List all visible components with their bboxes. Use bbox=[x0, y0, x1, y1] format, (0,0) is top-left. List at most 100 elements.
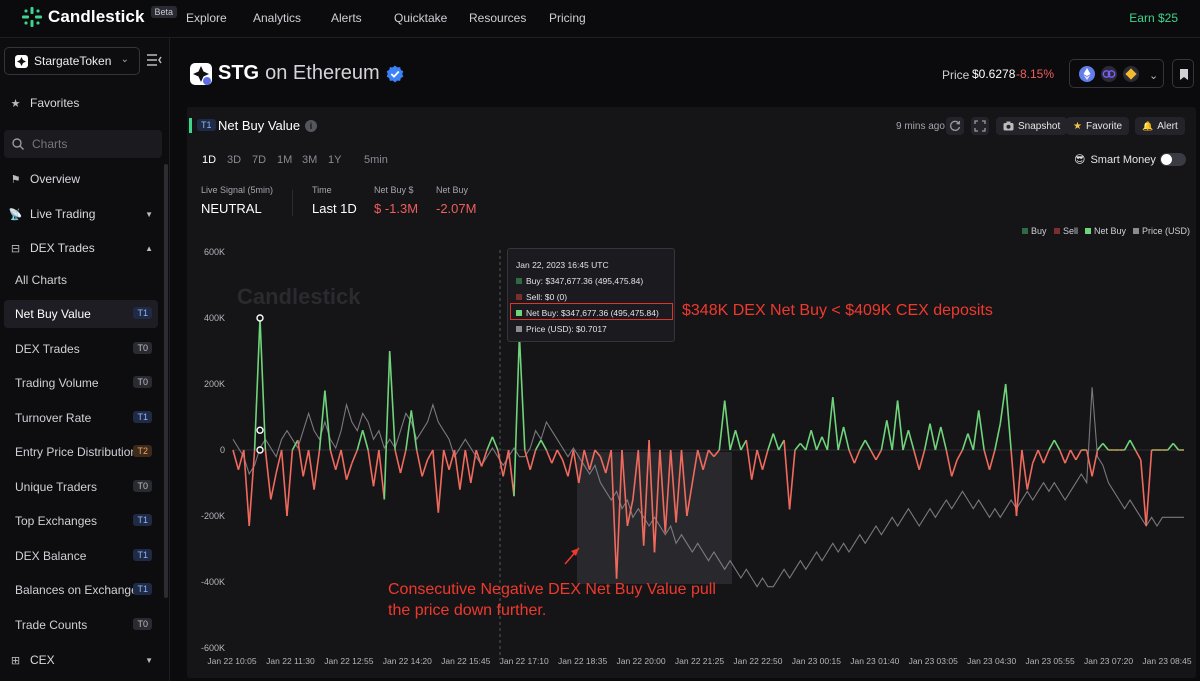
sidebar-item-all-charts[interactable]: All Charts bbox=[4, 266, 158, 294]
legend-buy[interactable]: Buy bbox=[1022, 226, 1047, 236]
net-buy-segment bbox=[826, 397, 834, 451]
interval-5min[interactable]: 5min bbox=[364, 154, 388, 166]
refresh-button[interactable] bbox=[946, 117, 964, 135]
nav-analytics[interactable]: Analytics bbox=[253, 11, 302, 25]
range-7d[interactable]: 7D bbox=[252, 154, 267, 166]
sidebar-item-dex-trades[interactable]: DEX Trades T0 bbox=[4, 335, 158, 363]
nav-resources[interactable]: Resources bbox=[469, 11, 527, 25]
x-tick-label: Jan 23 05:55 bbox=[1026, 656, 1075, 666]
sidebar-item-dex-balance[interactable]: DEX Balance T1 bbox=[4, 542, 158, 570]
net-buy-segment bbox=[1010, 449, 1018, 517]
annotation-highlight-box bbox=[510, 303, 673, 320]
x-tick-label: Jan 22 21:25 bbox=[675, 656, 724, 666]
net-buy-segment bbox=[518, 335, 526, 451]
star-icon: ★ bbox=[10, 97, 21, 110]
net-buy-segment bbox=[848, 449, 856, 464]
net-buy-segment bbox=[388, 350, 396, 451]
net-buy-segment bbox=[567, 449, 575, 477]
range-1m[interactable]: 1M bbox=[277, 154, 293, 166]
sidebar-item-label: Trade Counts bbox=[15, 618, 88, 632]
net-buy-segment bbox=[1167, 442, 1174, 451]
snapshot-button[interactable]: Snapshot bbox=[996, 117, 1068, 135]
sidebar-item-balances-on-exchanges[interactable]: Balances on Exchanges T1 bbox=[4, 576, 158, 604]
sidebar-favorites[interactable]: ★ Favorites bbox=[9, 96, 159, 110]
sidebar-live-trading[interactable]: 📡 Live Trading ▼ bbox=[9, 207, 159, 221]
smart-money-toggle[interactable] bbox=[1160, 153, 1186, 166]
minus-square-icon: ⊟ bbox=[10, 242, 21, 255]
net-buy-segment bbox=[1091, 449, 1099, 477]
net-buy-segment bbox=[864, 439, 872, 451]
sidebar-item-unique-traders[interactable]: Unique Traders T0 bbox=[4, 473, 158, 501]
net-buy-segment bbox=[605, 449, 612, 474]
net-buy-segment bbox=[1096, 442, 1104, 451]
nav-quicktake[interactable]: Quicktake bbox=[394, 11, 448, 25]
net-buy-segment bbox=[415, 449, 423, 477]
range-3d[interactable]: 3D bbox=[227, 154, 242, 166]
alert-button[interactable]: 🔔 Alert bbox=[1135, 117, 1185, 135]
tooltip-sell: Sell: $0 (0) bbox=[516, 292, 567, 302]
net-buy-segment bbox=[556, 449, 564, 461]
chain-selector[interactable]: ⌄ bbox=[1069, 59, 1164, 88]
token-selector[interactable]: StargateToken ⌄ bbox=[4, 47, 140, 75]
sidebar: StargateToken ⌄ ★ Favorites Charts ⚑ Ove… bbox=[0, 38, 170, 681]
net-buy-segment bbox=[945, 449, 953, 477]
net-buy-segment bbox=[615, 449, 623, 579]
range-1y[interactable]: 1Y bbox=[328, 154, 342, 166]
net-buy-segment bbox=[286, 449, 294, 517]
net-buy-segment bbox=[394, 449, 402, 474]
annotation-net-buy-vs-deposits: $348K DEX Net Buy < $409K CEX deposits bbox=[682, 302, 993, 319]
sidebar-item-trading-volume[interactable]: Trading Volume T0 bbox=[4, 369, 158, 397]
tier-badge: T1 bbox=[197, 119, 216, 131]
earn-link[interactable]: Earn $25 bbox=[1129, 11, 1178, 25]
legend-net-buy[interactable]: Net Buy bbox=[1085, 226, 1126, 236]
sidebar-item-entry-price-distribution[interactable]: Entry Price Distribution T2 bbox=[4, 438, 158, 466]
bell-icon: 🔔 bbox=[1142, 120, 1154, 131]
sidebar-overview[interactable]: ⚑ Overview bbox=[9, 172, 159, 186]
net-buy-segment bbox=[913, 449, 920, 471]
net-buy-segment bbox=[777, 439, 785, 451]
net-buy-segment bbox=[632, 449, 640, 500]
range-1d[interactable]: 1D bbox=[202, 154, 217, 166]
net-buy-segment bbox=[437, 449, 445, 513]
nav-explore[interactable]: Explore bbox=[186, 11, 227, 25]
net-buy-segment bbox=[432, 449, 440, 513]
net-buy-segment bbox=[307, 449, 315, 490]
range-3m[interactable]: 3M bbox=[302, 154, 318, 166]
net-buy-segment bbox=[691, 449, 699, 484]
net-buy-segment bbox=[578, 449, 585, 484]
net-buy-segment bbox=[594, 449, 602, 458]
sidebar-item-trade-counts[interactable]: Trade Counts T0 bbox=[4, 611, 158, 639]
net-buy-segment bbox=[1048, 439, 1056, 451]
net-buy-segment bbox=[475, 449, 483, 467]
info-icon[interactable]: i bbox=[305, 120, 317, 132]
net-buy-segment bbox=[788, 449, 796, 510]
sidebar-item-turnover-rate[interactable]: Turnover Rate T1 bbox=[4, 404, 158, 432]
sidebar-scrollbar[interactable] bbox=[164, 164, 168, 598]
favorite-button[interactable]: ★ Favorite bbox=[1066, 117, 1130, 135]
net-buy-segment bbox=[334, 449, 342, 471]
collapse-sidebar-icon[interactable] bbox=[146, 53, 162, 67]
net-buy-segment bbox=[875, 449, 883, 461]
net-buy-segment bbox=[810, 429, 818, 451]
net-buy-segment bbox=[686, 482, 694, 517]
nav-pricing[interactable]: Pricing bbox=[549, 11, 586, 25]
net-buy-chart[interactable]: Candlestick 600K 400K 200K 0 -200K -400K -600K… bbox=[187, 240, 1196, 680]
legend-sell[interactable]: Sell bbox=[1054, 226, 1078, 236]
sidebar-dex-trades-group[interactable]: ⊟ DEX Trades ▲ bbox=[9, 241, 159, 255]
net-buy-segment bbox=[815, 436, 823, 451]
net-buy-segment bbox=[994, 423, 1002, 451]
sidebar-cex-group[interactable]: ⊞ CEX ▼ bbox=[9, 653, 159, 667]
sidebar-cex-label: CEX bbox=[30, 653, 55, 667]
fullscreen-button[interactable] bbox=[971, 117, 989, 135]
y-tick-label: -200K bbox=[201, 511, 225, 521]
legend-price[interactable]: Price (USD) bbox=[1133, 226, 1190, 236]
bookmark-button[interactable] bbox=[1172, 59, 1194, 88]
charts-search[interactable]: Charts bbox=[4, 130, 162, 158]
net-buy-segment bbox=[480, 449, 488, 467]
brand-name: Candlestick bbox=[48, 7, 145, 26]
sidebar-item-top-exchanges[interactable]: Top Exchanges T1 bbox=[4, 507, 158, 535]
net-buy-segment bbox=[934, 426, 942, 451]
nav-alerts[interactable]: Alerts bbox=[331, 11, 362, 25]
sidebar-item-net-buy-value[interactable]: Net Buy Value T1 bbox=[4, 300, 158, 328]
brand-logo[interactable]: Candlestick Beta bbox=[22, 6, 178, 27]
